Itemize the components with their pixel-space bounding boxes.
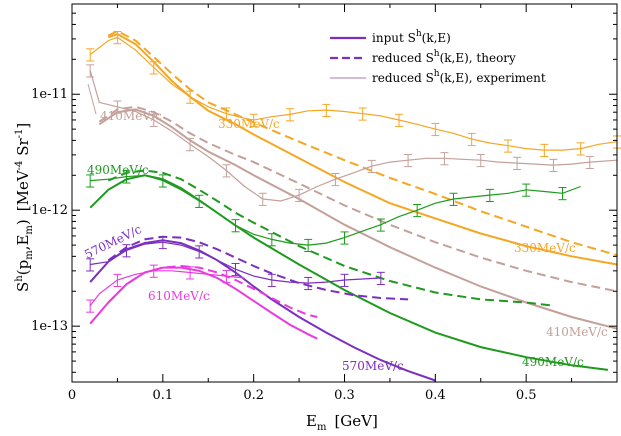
- errorbar-330mevc-16: [358, 107, 367, 121]
- y-tick-label-1: 1e-12: [31, 203, 68, 218]
- y-axis-title-exp1: -1: [14, 129, 25, 139]
- errorbar-490mevc-22: [485, 188, 494, 203]
- x-tick-label-5: 0.5: [516, 388, 537, 403]
- x-axis-title-m: m: [317, 422, 327, 433]
- y-axis-title-pclose: ): [14, 219, 32, 225]
- y-axis-title-comma: ,E: [14, 235, 32, 251]
- errorbar-570mevc-14: [340, 273, 349, 287]
- y-axis-title-h: h: [14, 275, 25, 282]
- errorbar-570mevc-12: [304, 276, 313, 291]
- legend-label-theory: reduced Sh(k,E), theory: [372, 49, 516, 65]
- series-410mevc-theory: [98, 105, 618, 293]
- errorbar-410mevc-8: [222, 164, 231, 178]
- errorbar-330mevc-26: [540, 143, 549, 158]
- y-axis-title: Sh(pm,Em)[MeV-4 Sr-1]: [14, 123, 35, 292]
- errorbar-410mevc-18: [404, 153, 413, 168]
- series-570mevc-theory: [107, 235, 409, 301]
- x-axis-title-e: E: [306, 412, 317, 430]
- y-axis-title-s: S: [14, 282, 32, 292]
- errorbar-610mevc-4: [149, 264, 158, 278]
- errorbar-410mevc-20: [440, 152, 449, 166]
- series-330mevc-experiment: [89, 36, 618, 151]
- errorbar-410mevc-22: [476, 153, 485, 168]
- errorbar-330mevc-22: [467, 132, 476, 147]
- errorbar-570mevc-16: [376, 271, 385, 285]
- errorbar-330mevc-24: [504, 139, 512, 153]
- x-tick-label-4: 0.4: [425, 388, 446, 403]
- x-axis-title-unit: [GeV]: [334, 412, 377, 430]
- series-490mevc-theory: [107, 169, 554, 307]
- y-axis-title-popen: (p: [14, 260, 32, 275]
- errorbar-570mevc-6: [195, 245, 204, 259]
- errorbar-410mevc-26: [549, 158, 558, 173]
- errorbar-330mevc-28: [576, 142, 585, 156]
- errorbar-410mevc-24: [513, 156, 522, 170]
- errorbar-330mevc-0: [86, 48, 95, 62]
- label-610-top: 610MeV/c: [148, 289, 210, 303]
- errorbar-490mevc-4: [158, 174, 167, 188]
- errorbar-330mevc-10: [249, 113, 258, 127]
- series-570mevc-input: [89, 239, 436, 382]
- y-axis-title-sr: Sr: [14, 138, 32, 161]
- errorbar-610mevc-2: [113, 273, 122, 287]
- errorbar-330mevc-18: [395, 113, 403, 127]
- label-410-right: 410MeV/c: [546, 325, 608, 339]
- errorbar-490mevc-20: [449, 192, 458, 206]
- errorbar-490mevc-24: [522, 183, 531, 197]
- y-axis-title-m1: m: [24, 250, 35, 260]
- y-axis-title-exp4: -4: [14, 161, 25, 171]
- errorbar-410mevc-16: [367, 159, 376, 174]
- series-330mevc-input: [107, 33, 618, 266]
- label-410-pointer: [87, 83, 97, 115]
- label-410-top: 410MeV/c: [100, 109, 162, 123]
- y-axis-title-unit-close: ]: [14, 123, 32, 129]
- errorbar-410mevc-0: [86, 64, 95, 78]
- series-330mevc-theory: [107, 29, 618, 257]
- x-axis-title: Em [GeV]: [306, 412, 378, 433]
- errorbar-410mevc-14: [331, 173, 340, 187]
- series-610mevc-experiment: [89, 270, 245, 307]
- errorbar-330mevc-20: [431, 122, 440, 137]
- plot-frame: [71, 3, 618, 383]
- errorbar-490mevc-14: [340, 231, 349, 245]
- curves-layer: [86, 29, 621, 382]
- y-axis-title-unit-open: [MeV: [14, 169, 32, 211]
- x-tick-label-0: 0: [68, 388, 76, 403]
- y-tick-label-0: 1e-11: [31, 87, 68, 102]
- label-490-top: 490MeV/c: [87, 163, 149, 177]
- label-330-right: 330MeV/c: [514, 241, 576, 255]
- series-410mevc-input: [98, 108, 618, 330]
- errorbar-410mevc-28: [585, 155, 594, 170]
- series-490mevc-input: [89, 174, 609, 371]
- errorbar-490mevc-26: [558, 187, 567, 201]
- errorbar-570mevc-0: [86, 258, 95, 272]
- x-tick-label-2: 0.2: [243, 388, 264, 403]
- errorbar-490mevc-0: [86, 174, 95, 188]
- errorbar-610mevc-0: [86, 299, 95, 313]
- label-330-top: 330MeV/c: [218, 117, 280, 131]
- label-570-right: 570MeV/c: [342, 359, 404, 373]
- legend-label-input: input Sh(k,E): [372, 29, 451, 45]
- legend: input Sh(k,E) reduced Sh(k,E), theory re…: [330, 29, 546, 85]
- legend-label-experiment: reduced Sh(k,E), experiment: [372, 69, 546, 85]
- errorbar-330mevc-14: [322, 103, 331, 118]
- errorbar-330mevc-12: [286, 108, 294, 122]
- errorbar-410mevc-10: [258, 192, 267, 206]
- errorbar-490mevc-18: [413, 203, 422, 218]
- y-tick-label-2: 1e-13: [31, 319, 68, 334]
- label-490-right: 490MeV/c: [522, 355, 584, 369]
- x-tick-label-1: 0.1: [152, 388, 173, 403]
- series-490mevc-experiment: [90, 174, 581, 246]
- x-tick-label-3: 0.3: [334, 388, 355, 403]
- series-410mevc-experiment: [89, 70, 618, 202]
- y-axis-title-m2: m: [24, 225, 35, 235]
- ticks-layer: 0 0.1 0.2 0.3 0.4 0.5 1e-11 1e-12 1e-13: [31, 3, 617, 403]
- series-610mevc-input: [89, 266, 318, 340]
- errorbar-490mevc-16: [376, 218, 385, 232]
